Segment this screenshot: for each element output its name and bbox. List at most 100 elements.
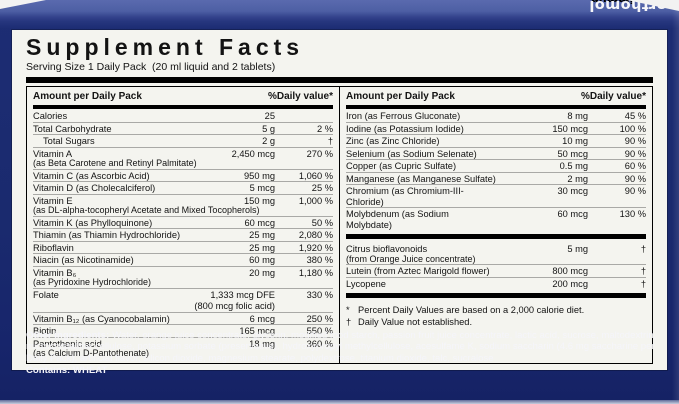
nutrient-amount: 50 mcg [557, 148, 589, 159]
nutrient-name: Molybdenum (as Sodium Molybdate) [346, 209, 449, 230]
nutrient-name: Pantothenic acid [33, 338, 102, 349]
table-row: Molybdenum (as Sodium Molybdate) 60 mcg 13… [346, 207, 646, 230]
table-row-subline: (800 mcg folic acid) [33, 300, 333, 312]
nutrient-amount: 60 mcg [557, 209, 589, 219]
nutrient-amount: 30 mcg [557, 186, 589, 196]
footnote-marker: † [346, 316, 352, 327]
column-header-dv: %Daily value* [580, 91, 646, 102]
nutrient-name: Vitamin B₁₂ (as Cyanocobalamin) [33, 313, 170, 324]
table-row: Copper (as Cupric Sulfate) 0.5 mg 60 % [346, 159, 646, 172]
footnote: * Percent Daily Values are based on a 2,0… [346, 305, 646, 317]
table-row: Pantothenic acid 18 mg 360 % (as Calcium D-… [33, 336, 333, 359]
nutrient-source-note: (as Calcium D-Pantothenate) [33, 348, 150, 358]
nutrient-daily-value: † [327, 136, 333, 146]
nutrient-daily-value: † [640, 266, 646, 276]
serving-size-text: Serving Size 1 Daily Pack (20 ml liquid … [26, 61, 276, 73]
nutrient-amount: 10 mg [562, 136, 588, 146]
table-row-line: Vitamin B₁₂ (as Cyanocobalamin) 6 mcg 250 … [33, 313, 333, 325]
nutrient-daily-value: 100 % [619, 123, 646, 134]
nutrient-amount: 25 mg [249, 230, 275, 240]
box-bottom-edge [0, 400, 679, 404]
table-row: Folate 1,333 mcg DFE 330 % (800 mcg folic a… [33, 287, 333, 312]
nutrient-name: Chromium (as Chromium-III-Chloride) [346, 186, 464, 207]
facts-column-right: Amount per Daily Pack %Daily value* Iron… [340, 87, 652, 363]
contains-value: WHEAT [72, 365, 108, 377]
table-row: Vitamin A 2,450 mcg 270 % (as Beta Carotene… [33, 146, 333, 169]
table-row: Chromium (as Chromium-III-Chloride) 30 mc… [346, 184, 646, 207]
label-title: Supplement Facts [26, 34, 305, 60]
table-row: Riboflavin 25 mg 1,920 % [33, 240, 333, 254]
column-header-dv: %Daily value* [267, 91, 333, 102]
nutrient-amount: 2 mg [567, 173, 588, 184]
nutrient-name: Folate [33, 289, 59, 300]
table-row-line: Pantothenic acid 18 mg 360 % [33, 338, 333, 350]
table-row: Citrus bioflavonoids 5 mg † (from Orange Ju… [346, 243, 646, 264]
nutrient-name: Lycopene [346, 278, 386, 289]
nutrient-daily-value: 1,000 % [298, 195, 333, 206]
column-header-amount: Amount per Daily Pack [346, 91, 455, 102]
nutrient-name: Vitamin E [33, 195, 73, 206]
nutrient-source-note: (from Orange Juice concentrate) [346, 253, 476, 264]
table-row: Vitamin B₁₂ (as Cyanocobalamin) 6 mcg 250 … [33, 311, 333, 325]
nutrient-amount-sub: (800 mcg folic acid) [194, 301, 275, 311]
nutrient-daily-value: 130 % [619, 209, 646, 219]
nutrient-name: Calories [33, 111, 68, 121]
supplement-facts-label: Supplement Facts Serving Size 1 Daily Pa… [12, 30, 667, 370]
box-right-edge-highlight [672, 0, 679, 404]
nutrient-daily-value: 25 % [311, 183, 333, 193]
footnote-text: Percent Daily Values are based on a 2,00… [358, 305, 585, 315]
nutrient-daily-value: 1,060 % [298, 170, 333, 181]
footnote: † Daily Value not established. [346, 317, 646, 329]
contains-statement: Contains: WHEAT [26, 365, 658, 376]
table-row: Vitamin B₆ 20 mg 1,180 % (as Pyridoxine Hyd… [33, 265, 333, 288]
nutrient-amount: 150 mg [243, 195, 275, 206]
box-top-edge: immun orthomol [0, 0, 679, 28]
nutrient-name: Iron (as Ferrous Gluconate) [346, 111, 461, 121]
table-row-line: Vitamin B₆ 20 mg 1,180 % [33, 267, 333, 279]
section-divider-bar [346, 234, 646, 239]
footnote-marker: * [346, 305, 350, 315]
nutrient-source-note: (as Pyridoxine Hydrochloride) [33, 277, 152, 287]
other-ingredients-text: Water, orange juice concentrate, glyceri… [26, 330, 657, 364]
table-row: Lycopene 200 mcg † [346, 276, 646, 290]
nutrient-amount: 20 mg [249, 267, 275, 278]
nutrient-name: Riboflavin [33, 242, 74, 253]
table-row: Manganese (as Manganese Sulfate) 2 mg 90 % [346, 171, 646, 185]
table-row-line: Calories 25 [33, 110, 333, 122]
table-row-line: Riboflavin 25 mg 1,920 % [33, 242, 333, 254]
nutrient-amount: 5 mg [567, 244, 588, 254]
nutrient-name: Iodine (as Potassium Iodide) [346, 123, 464, 134]
table-row: Calories 25 [33, 110, 333, 122]
facts-table: Amount per Daily Pack %Daily value* Calo… [26, 86, 653, 364]
nutrient-name: Selenium (as Sodium Selenate) [346, 148, 477, 159]
table-row: Vitamin D (as Cholecalciferol) 5 mcg 25 % [33, 181, 333, 194]
nutrient-name: Manganese (as Manganese Sulfate) [346, 173, 496, 184]
table-row-line: Biotin 165 mcg 550 % [33, 325, 333, 337]
table-row-line: Folate 1,333 mcg DFE 330 % [33, 289, 333, 301]
column-header-amount: Amount per Daily Pack [33, 91, 142, 102]
ingredients-paragraph: Other ingredients: Water, orange juice co… [26, 330, 658, 377]
table-row-line: Vitamin A 2,450 mcg 270 % [33, 148, 333, 160]
nutrient-name: Total Sugars [43, 136, 95, 146]
nutrient-daily-value: 2 % [316, 123, 333, 134]
nutrient-name: Vitamin B₆ [33, 267, 77, 278]
nutrient-source-note: (as Beta Carotene and Retinyl Palmitate) [33, 158, 197, 168]
table-row-line: Molybdenum (as Sodium Molybdate) 60 mcg 13… [346, 208, 646, 230]
nutrient-daily-value: † [640, 278, 646, 289]
contains-label: Contains: [26, 365, 71, 377]
nutrient-amount: 0.5 mg [559, 161, 588, 171]
nutrient-daily-value: 50 % [311, 217, 333, 228]
nutrient-amount: 200 mcg [552, 278, 588, 289]
nutrient-name: Total Carbohydrate [33, 123, 112, 134]
nutrient-amount: 5 g [262, 123, 275, 134]
nutrient-daily-value: 60 % [624, 161, 646, 171]
nutrient-daily-value: † [640, 244, 646, 254]
nutrient-name: Citrus bioflavonoids [346, 244, 428, 254]
table-row-line: Total Sugars 2 g † [33, 135, 333, 147]
column-header: Amount per Daily Pack %Daily value* [346, 87, 646, 105]
photo-corner-top-right [627, 0, 679, 11]
nutrient-daily-value: 45 % [624, 111, 646, 121]
nutrient-daily-value: 250 % [306, 313, 333, 324]
